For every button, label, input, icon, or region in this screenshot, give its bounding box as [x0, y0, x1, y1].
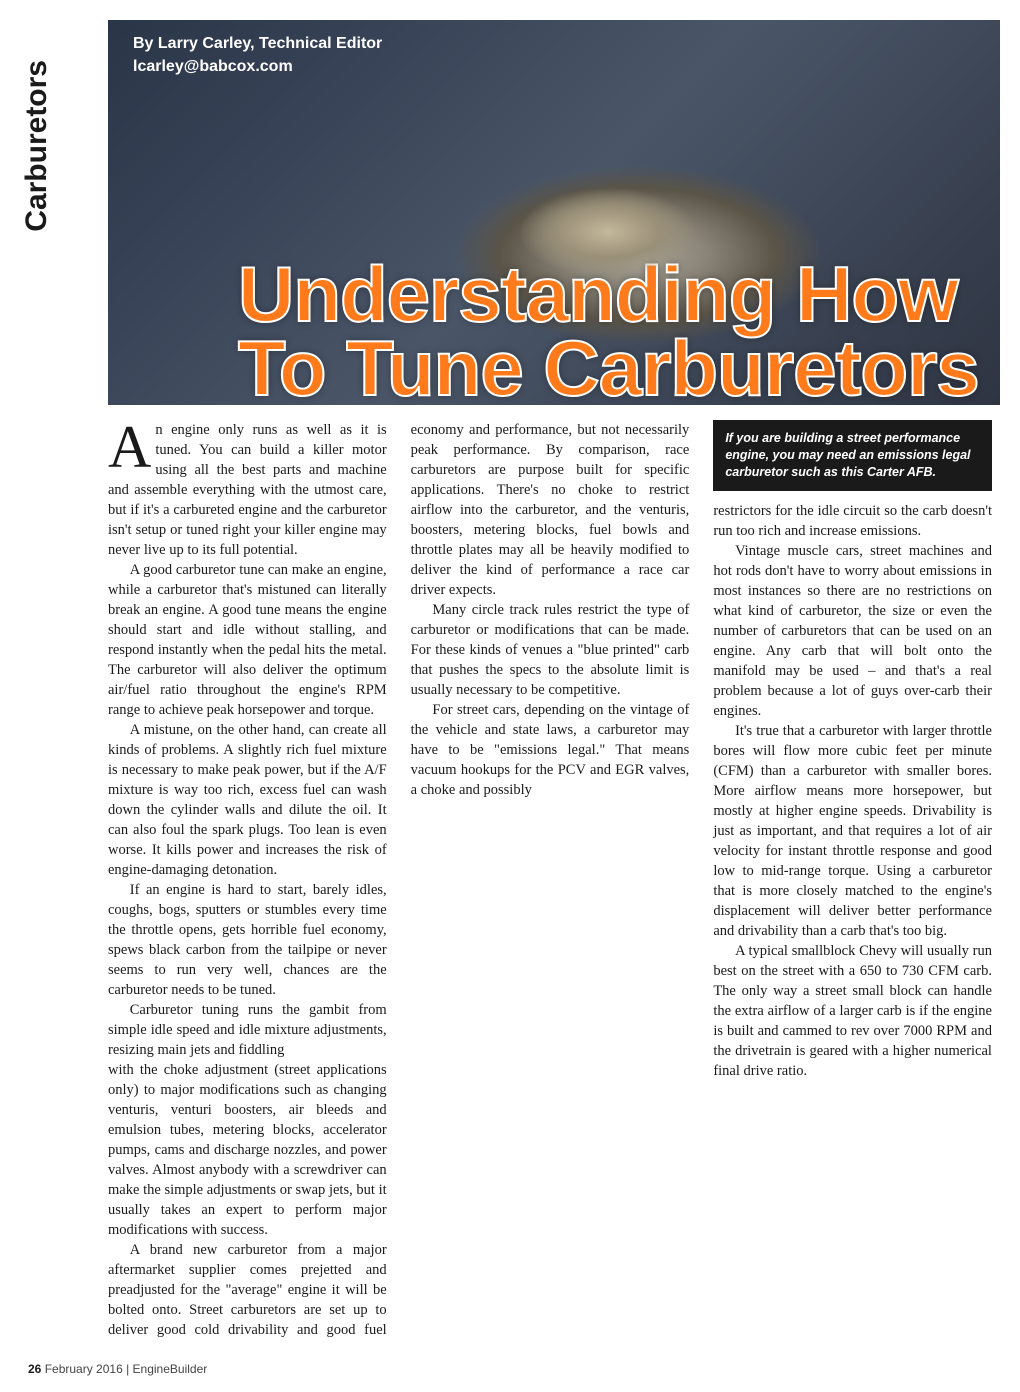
byline-author: By Larry Carley, Technical Editor: [133, 35, 382, 53]
body-paragraph: with the choke adjustment (street applic…: [108, 1060, 387, 1240]
body-paragraph: A good carburetor tune can make an engin…: [108, 560, 387, 720]
body-paragraph: For street cars, depending on the vintag…: [411, 700, 690, 800]
body-paragraph: Vintage muscle cars, street machines and…: [713, 541, 992, 721]
body-paragraph: An engine only runs as well as it is tun…: [108, 420, 387, 560]
body-paragraph: If an engine is hard to start, barely id…: [108, 880, 387, 1000]
page-footer: 26 February 2016 | EngineBuilder: [28, 1362, 207, 1376]
body-paragraph: Carburetor tuning runs the gambit from s…: [108, 1000, 387, 1060]
image-caption: If you are building a street performance…: [713, 420, 992, 491]
column-3-wrapper: If you are building a street performance…: [713, 420, 992, 1081]
body-paragraph: A typical smallblock Chevy will usually …: [713, 941, 992, 1081]
body-paragraph: It's true that a carburetor with larger …: [713, 721, 992, 941]
title-line-2: To Tune Carburetors: [238, 324, 979, 405]
byline-email: lcarley@babcox.com: [133, 58, 293, 76]
body-paragraph: A mistune, on the other hand, can create…: [108, 720, 387, 880]
magazine-page: Carburetors By Larry Carley, Technical E…: [0, 0, 1020, 1392]
hero-image: By Larry Carley, Technical Editor lcarle…: [108, 20, 1000, 405]
article-title: Understanding How To Tune Carburetors: [238, 257, 979, 405]
dropcap: A: [108, 420, 155, 472]
section-label: Carburetors: [20, 60, 54, 232]
body-paragraph: restrictors for the idle circuit so the …: [713, 501, 992, 541]
body-paragraph: Many circle track rules restrict the typ…: [411, 600, 690, 700]
body-columns: An engine only runs as well as it is tun…: [108, 420, 992, 1344]
